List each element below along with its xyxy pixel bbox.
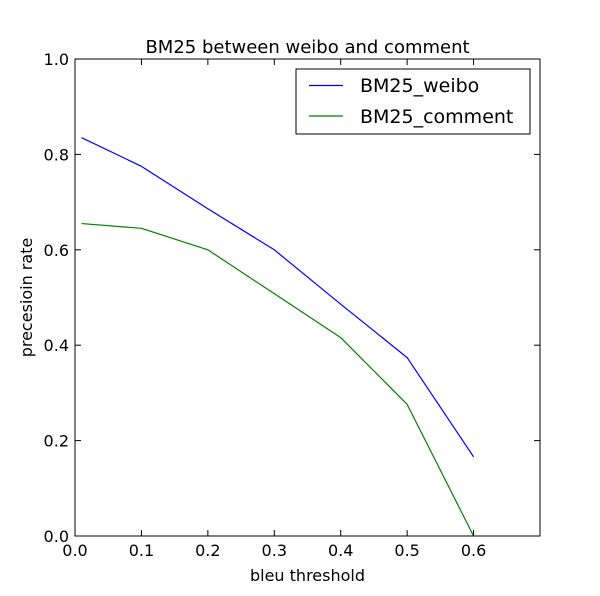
legend-label-comment: BM25_comment [360, 106, 513, 128]
y-tick-label: 0.0 [44, 527, 69, 546]
x-tick-label: 0.0 [62, 541, 87, 560]
y-tick-label: 1.0 [44, 50, 69, 69]
series-layer [81, 137, 475, 537]
legend-label-weibo: BM25_weibo [360, 75, 479, 97]
x-tick-label: 0.4 [328, 541, 353, 560]
x-axis-label: bleu threshold [250, 566, 365, 585]
chart-title: BM25 between weibo and comment [145, 37, 469, 58]
series-line-bm25-comment [81, 222, 475, 537]
series-line-bm25-weibo [81, 137, 475, 458]
plot-area [75, 59, 540, 536]
legend-box [295, 68, 531, 135]
legend: BM25_weibo BM25_comment [295, 68, 531, 135]
y-tick-label: 0.4 [44, 336, 69, 355]
y-tick-label: 0.8 [44, 145, 69, 164]
plot-frame [74, 58, 541, 537]
y-tick-label: 0.2 [44, 432, 69, 451]
x-tick-label: 0.1 [129, 541, 154, 560]
y-axis-label: precesioin rate [17, 238, 36, 358]
tick-layer: 0.0 0.1 0.2 0.3 0.4 0.5 0.6 0.0 0.2 0.4 0.6 0.8 1.0 [44, 50, 540, 560]
x-tick-label: 0.5 [394, 541, 419, 560]
x-tick-label: 0.3 [262, 541, 287, 560]
x-tick-label: 0.6 [461, 541, 486, 560]
y-tick-label: 0.6 [44, 241, 69, 260]
x-tick-label: 0.2 [195, 541, 220, 560]
